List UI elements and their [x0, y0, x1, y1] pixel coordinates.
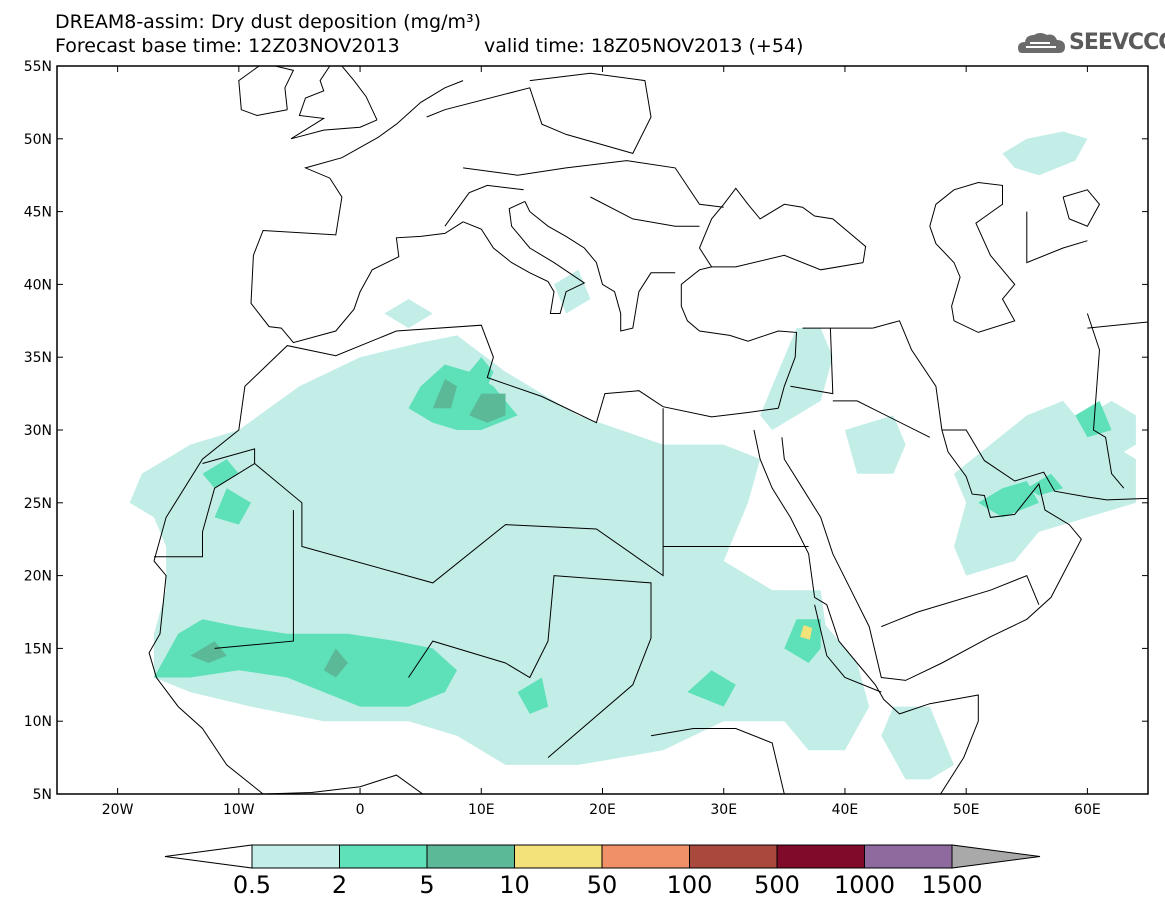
y-tick-label: 20N — [24, 569, 52, 585]
dust-region — [687, 590, 870, 751]
dust-region — [469, 393, 506, 423]
coastline — [463, 160, 724, 208]
x-tick-label: 20E — [589, 802, 616, 818]
colorbar-box — [689, 844, 778, 869]
coastline — [154, 448, 256, 558]
dust-region — [154, 619, 457, 707]
coastline — [941, 429, 1148, 501]
coastline — [153, 324, 779, 562]
dust-region — [432, 379, 457, 409]
y-tick-label: 15N — [24, 641, 52, 657]
dust-region — [384, 299, 433, 329]
coastline — [238, 66, 295, 117]
coastline — [148, 560, 264, 794]
coastline — [872, 320, 943, 431]
y-tick-label: 5N — [33, 787, 52, 803]
chart-title: DREAM8-assim: Dry dust deposition (mg/m³… — [55, 11, 482, 33]
y-tick-label: 40N — [24, 277, 52, 293]
x-tick-label: 50E — [953, 802, 980, 818]
coastline — [426, 72, 652, 154]
forecast-base-time: Forecast base time: 12Z03NOV2013 — [55, 35, 400, 57]
dust-region — [978, 481, 1039, 518]
coastline — [1062, 189, 1101, 227]
x-tick-label: 30E — [710, 802, 737, 818]
y-tick-label: 45N — [24, 205, 52, 221]
coastline — [881, 574, 1040, 628]
coastline — [408, 575, 652, 758]
x-tick-label: 0 — [356, 802, 365, 818]
colorbar-label: 50 — [587, 871, 618, 899]
colorbar-label: 500 — [754, 871, 800, 899]
coastline — [790, 328, 834, 395]
x-tick-label: 20W — [102, 802, 134, 818]
dust-region — [202, 459, 239, 489]
logo-text: SEEVCCC — [1069, 30, 1165, 55]
colorbar-label: 100 — [667, 871, 713, 899]
coastline — [250, 80, 464, 344]
colorbar-label: 2 — [332, 871, 347, 899]
y-tick-label: 10N — [24, 714, 52, 730]
coastline — [290, 66, 378, 140]
coastline — [214, 510, 294, 649]
valid-time: valid time: 18Z05NOV2013 (+54) — [484, 35, 804, 57]
colorbar-label: 1000 — [834, 871, 895, 899]
x-tick-label: 60E — [1074, 802, 1101, 818]
coastline — [590, 196, 700, 227]
colorbar-low-arrow — [164, 844, 253, 869]
dust-region — [190, 641, 227, 663]
colorbar-box — [426, 844, 515, 869]
x-tick-label: 10W — [223, 802, 255, 818]
colorbar-label: 1500 — [921, 871, 982, 899]
dust-region — [881, 706, 954, 780]
dust-region — [1075, 400, 1112, 438]
coastline — [524, 201, 676, 332]
colorbar-box — [251, 844, 340, 869]
x-tick-label: 40E — [832, 802, 859, 818]
y-tick-label: 35N — [24, 350, 52, 366]
coastline — [1086, 313, 1125, 489]
coastline — [698, 187, 867, 268]
dust-region — [687, 670, 736, 707]
colorbar-label: 10 — [499, 871, 530, 899]
cloud-icon — [1018, 33, 1065, 53]
coastline — [1026, 211, 1088, 264]
y-tick-label: 50N — [24, 132, 52, 148]
dust-region — [800, 625, 813, 640]
dust-region — [1002, 131, 1088, 176]
coastline — [462, 200, 586, 314]
dust-region — [517, 677, 548, 714]
coastline — [753, 429, 979, 794]
coastline — [254, 408, 664, 584]
dust-region — [214, 488, 251, 525]
coastline — [832, 400, 931, 438]
dust-region — [457, 357, 494, 401]
dust-region — [760, 328, 833, 430]
coastline — [263, 774, 477, 794]
dust-region — [323, 648, 348, 678]
colorbar-label: 0.5 — [233, 871, 271, 899]
colorbar-high-arrow — [951, 844, 1041, 869]
coastline — [444, 184, 524, 227]
colorbar-box — [776, 844, 865, 869]
dust-region — [844, 415, 906, 474]
y-tick-label: 25N — [24, 496, 52, 512]
coastline — [680, 254, 864, 409]
colorbar-box — [601, 844, 690, 869]
y-tick-label: 55N — [24, 59, 52, 75]
colorbar-label: 5 — [419, 871, 434, 899]
coastline — [929, 181, 1016, 333]
colorbar-box — [339, 844, 428, 869]
coastline — [814, 604, 882, 693]
dust-deposition-map: 20W 10W 0 10E 20E 30E 40E 50E 60E 5N 10N 15N 20N 25N 3… — [24, 59, 1149, 818]
coastline — [781, 429, 1082, 681]
x-tick-label: 10E — [468, 802, 495, 818]
coastline — [650, 728, 785, 794]
y-tick-label: 30N — [24, 423, 52, 439]
colorbar-box — [864, 844, 953, 869]
colorbar-box — [514, 844, 603, 869]
